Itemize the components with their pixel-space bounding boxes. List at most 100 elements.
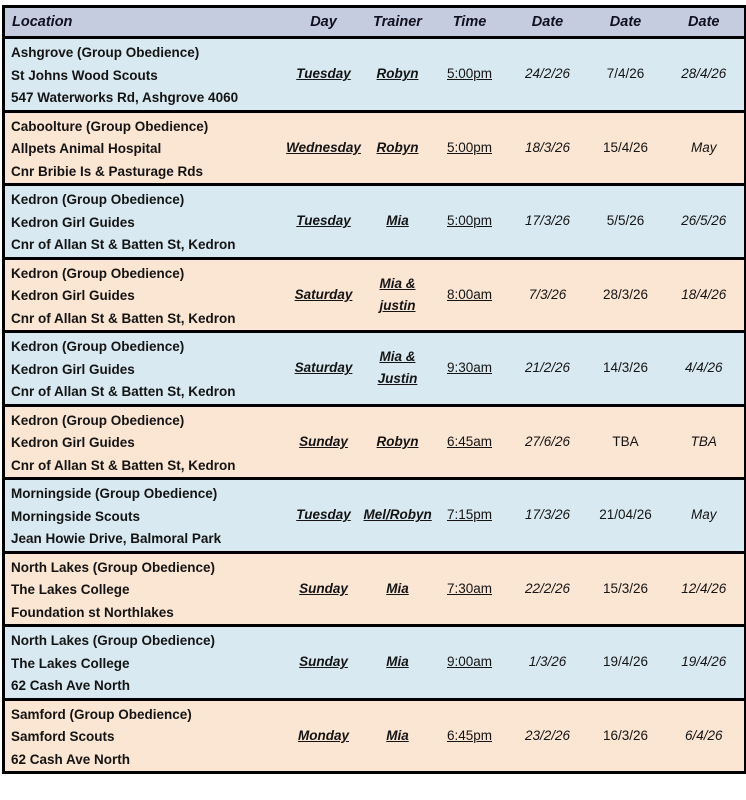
time-cell: 5:00pm: [431, 184, 508, 258]
time-cell: 9:30am: [431, 331, 508, 405]
location-line: 62 Cash Ave North: [11, 751, 131, 767]
date-cell-3: 28/4/26: [663, 37, 746, 111]
location-cell: Morningside (Group Obedience) Morningside…: [3, 478, 284, 552]
location-line: Kedron Girl Guides: [11, 361, 135, 377]
date-cell-1: 17/3/26: [507, 184, 588, 258]
time-value: 6:45pm: [446, 727, 493, 743]
day-value: Tuesday: [296, 66, 351, 82]
date-cell-1: 23/2/26: [507, 699, 588, 773]
schedule-row: North Lakes (Group Obedience) The Lakes C…: [3, 552, 746, 626]
trainer-value: Mel/Robyn: [363, 507, 432, 523]
trainer-cell: Mel/Robyn: [363, 478, 432, 552]
schedule-row: Caboolture (Group Obedience) Allpets Anim…: [3, 111, 746, 185]
day-cell: Sunday: [283, 405, 364, 479]
day-value: Monday: [297, 727, 349, 743]
time-value: 7:30am: [446, 580, 493, 596]
location-line: St Johns Wood Scouts: [11, 67, 158, 83]
trainer-cell: Robyn: [363, 37, 432, 111]
time-cell: 6:45pm: [431, 699, 508, 773]
location-line: Kedron (Group Obedience): [11, 339, 185, 354]
location-line: North Lakes (Group Obedience): [11, 559, 216, 575]
trainer-cell: Mia: [363, 552, 432, 626]
location-cell: Ashgrove (Group Obedience) St Johns Wood …: [3, 37, 284, 111]
location-cell: North Lakes (Group Obedience) The Lakes C…: [3, 552, 284, 626]
location-line: Ashgrove (Group Obedience): [11, 45, 200, 60]
day-value: Wednesday: [286, 139, 361, 155]
date-cell-2: 15/3/26: [587, 552, 664, 626]
schedule-row: Kedron (Group Obedience) Kedron Girl Guid…: [3, 405, 746, 479]
day-cell: Tuesday: [283, 478, 364, 552]
day-cell: Sunday: [283, 625, 364, 699]
day-value: Sunday: [299, 580, 348, 596]
trainer-cell: Mia: [363, 625, 432, 699]
trainer-cell: Robyn: [363, 111, 432, 185]
trainer-value: Robyn: [376, 139, 419, 155]
schedule-row: Kedron (Group Obedience) Kedron Girl Guid…: [3, 258, 746, 332]
time-cell: 5:00pm: [431, 111, 508, 185]
date-cell-3: TBA: [663, 405, 746, 479]
trainer-cell: Robyn: [363, 405, 432, 479]
col-header-location: Location: [3, 6, 284, 38]
time-cell: 5:00pm: [431, 37, 508, 111]
date-cell-2: TBA: [587, 405, 664, 479]
location-cell: Kedron (Group Obedience) Kedron Girl Guid…: [3, 405, 284, 479]
date-cell-1: 21/2/26: [507, 331, 588, 405]
time-value: 9:00am: [446, 654, 493, 670]
trainer-cell: Mia: [363, 699, 432, 773]
date-cell-1: 7/3/26: [507, 258, 588, 332]
day-cell: Monday: [283, 699, 364, 773]
schedule-row: Kedron (Group Obedience) Kedron Girl Guid…: [3, 184, 746, 258]
day-cell: Tuesday: [283, 184, 364, 258]
schedule-row: Samford (Group Obedience) Samford Scouts 6…: [3, 699, 746, 773]
date-cell-2: 28/3/26: [587, 258, 664, 332]
col-header-time: Time: [431, 6, 508, 38]
trainer-cell: Mia: [363, 184, 432, 258]
date-cell-1: 24/2/26: [507, 37, 588, 111]
location-cell: Caboolture (Group Obedience) Allpets Anim…: [3, 111, 284, 185]
date-cell-3: 18/4/26: [663, 258, 746, 332]
date-cell-3: May: [663, 478, 746, 552]
trainer-value: Mia: [386, 580, 409, 596]
date-cell-3: 12/4/26: [663, 552, 746, 626]
trainer-value: Robyn: [376, 66, 419, 82]
date-cell-3: May: [663, 111, 746, 185]
location-cell: Kedron (Group Obedience) Kedron Girl Guid…: [3, 331, 284, 405]
location-line: Caboolture (Group Obedience): [11, 118, 209, 134]
time-cell: 9:00am: [431, 625, 508, 699]
location-line: 62 Cash Ave North: [11, 678, 131, 693]
day-value: Sunday: [299, 433, 348, 449]
day-cell: Saturday: [283, 331, 364, 405]
location-line: Cnr of Allan St & Batten St, Kedron: [11, 310, 236, 326]
day-value: Saturday: [294, 286, 353, 302]
time-value: 9:30am: [446, 360, 493, 376]
trainer-value: Robyn: [376, 433, 419, 449]
trainer-value: Mia: [386, 213, 409, 229]
obedience-schedule-table: Location Day Trainer Time Date Date Date…: [2, 5, 746, 774]
location-line: Samford Scouts: [11, 729, 115, 744]
schedule-row: North Lakes (Group Obedience) The Lakes C…: [3, 625, 746, 699]
location-line: Morningside Scouts: [11, 508, 141, 524]
location-cell: Samford (Group Obedience) Samford Scouts 6…: [3, 699, 284, 773]
location-line: Kedron (Group Obedience): [11, 192, 185, 207]
time-value: 8:00am: [446, 286, 493, 302]
time-value: 7:15pm: [446, 507, 493, 523]
trainer-value: Mia & Justin: [377, 349, 418, 387]
date-cell-2: 5/5/26: [587, 184, 664, 258]
date-cell-1: 1/3/26: [507, 625, 588, 699]
date-cell-2: 14/3/26: [587, 331, 664, 405]
day-value: Tuesday: [296, 507, 351, 523]
location-line: Cnr of Allan St & Batten St, Kedron: [11, 237, 236, 252]
day-value: Saturday: [294, 360, 353, 376]
time-value: 5:00pm: [446, 213, 493, 229]
trainer-value: Mia & justin: [379, 275, 416, 313]
date-cell-2: 15/4/26: [587, 111, 664, 185]
location-cell: Kedron (Group Obedience) Kedron Girl Guid…: [3, 258, 284, 332]
location-line: Kedron (Group Obedience): [11, 412, 185, 428]
col-header-trainer: Trainer: [363, 6, 432, 38]
day-value: Sunday: [299, 654, 348, 670]
location-line: 547 Waterworks Rd, Ashgrove 4060: [11, 90, 239, 105]
col-header-date-2: Date: [587, 6, 664, 38]
location-line: North Lakes (Group Obedience): [11, 633, 216, 648]
time-value: 5:00pm: [446, 66, 493, 82]
date-cell-2: 19/4/26: [587, 625, 664, 699]
